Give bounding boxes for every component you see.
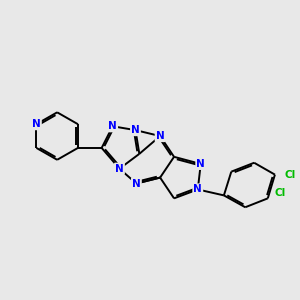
Text: Cl: Cl — [274, 188, 286, 198]
Text: N: N — [115, 164, 124, 174]
Text: N: N — [108, 121, 117, 131]
Text: N: N — [156, 131, 164, 141]
Text: Cl: Cl — [284, 169, 296, 180]
Text: N: N — [32, 119, 41, 129]
Text: N: N — [132, 178, 141, 188]
Text: N: N — [196, 159, 205, 169]
Text: N: N — [194, 184, 202, 194]
Text: N: N — [131, 125, 140, 135]
